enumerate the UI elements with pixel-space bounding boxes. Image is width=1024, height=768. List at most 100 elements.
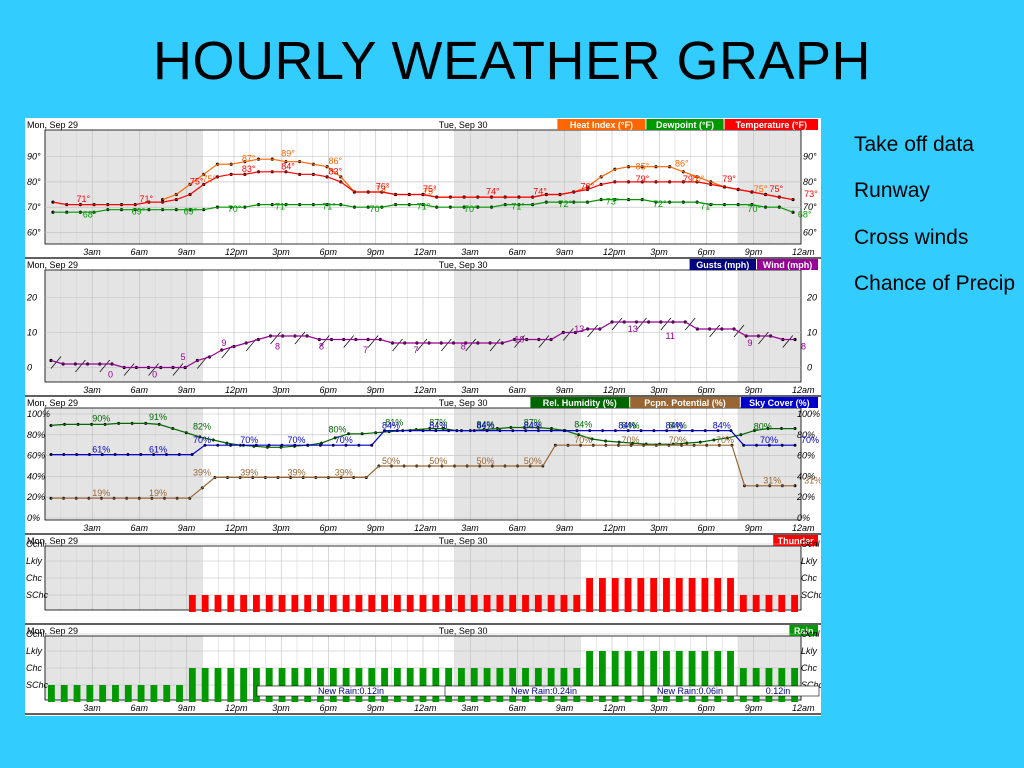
- y-tick-label-right: 20%: [796, 492, 815, 502]
- y-tick-label-right: 70°: [803, 202, 817, 212]
- rain-bar: [368, 668, 376, 702]
- thunder-bar: [278, 595, 286, 612]
- y-tick-label-right: 100%: [797, 409, 820, 419]
- rain-bar: [470, 668, 478, 702]
- rain-total-label: 0.12in: [766, 686, 791, 696]
- pcpn-potential-label: 19%: [149, 488, 167, 498]
- x-tick-label: 6pm: [698, 523, 716, 533]
- sky-cover-label: 70%: [801, 435, 819, 445]
- y-tick-label-left: 10: [27, 328, 37, 338]
- dewpoint-label: 73°: [606, 197, 620, 207]
- thunder-bar: [265, 595, 273, 612]
- date-label-mon: Mon, Sep 29: [27, 398, 78, 408]
- temperature-label: 76°: [376, 181, 390, 191]
- wind-barb: [172, 363, 184, 376]
- thunder-bar: [714, 578, 722, 612]
- rain-bar: [176, 685, 183, 702]
- pcpn-potential-label: 39%: [335, 467, 353, 477]
- sky-cover-label: 70%: [288, 435, 306, 445]
- rain-bar: [317, 668, 324, 702]
- rain-bar: [342, 668, 350, 702]
- wind-barb: [75, 359, 86, 373]
- rain-bar: [496, 668, 504, 702]
- wind-label: 9: [221, 338, 226, 348]
- rel-humidity-label: 90%: [92, 413, 110, 423]
- panel-frame: [44, 129, 802, 245]
- sky-cover-label: 84%: [713, 421, 731, 431]
- wind-label: 8: [801, 342, 806, 352]
- rain-bar: [765, 668, 773, 702]
- y-tick-label-right: 90°: [803, 152, 817, 162]
- dewpoint-label: 71°: [322, 202, 336, 212]
- y-tick-label-left: Ocnl: [26, 629, 46, 639]
- rain-total-box: [256, 685, 820, 697]
- y-tick-label-right: Lkly: [801, 646, 818, 656]
- rel-humidity-line: [50, 422, 795, 448]
- thunder-bar: [752, 595, 760, 612]
- dewpoint-label: 69°: [184, 207, 198, 217]
- thunder-bar: [240, 595, 248, 612]
- y-tick-label-left: Lkly: [26, 646, 43, 656]
- x-tick-label: 6pm: [698, 703, 716, 713]
- x-tick-label: 9am: [178, 523, 196, 533]
- wind-barb: [294, 331, 306, 345]
- thunder-bar: [470, 595, 478, 612]
- rain-bar: [752, 668, 760, 702]
- note-takeoff: Take off data: [854, 133, 974, 156]
- thunder-bar: [317, 595, 324, 612]
- x-tick-label: 6pm: [320, 523, 338, 533]
- wind-label: 0: [108, 370, 113, 380]
- temperature-label: 79°: [683, 174, 697, 184]
- rain-bar: [329, 668, 337, 702]
- rain-bar: [739, 668, 747, 702]
- wind-label: 7: [414, 345, 419, 355]
- rel-humidity-label: 84%: [621, 421, 639, 431]
- thunder-bar: [227, 595, 235, 612]
- x-tick-label: 6pm: [698, 385, 716, 395]
- x-tick-label: 3am: [83, 247, 101, 257]
- note-crosswinds: Cross winds: [854, 225, 969, 249]
- y-tick-label-right: 0: [807, 363, 812, 373]
- wind-barb: [416, 338, 428, 352]
- temperature-label: 71°: [77, 194, 91, 204]
- y-tick-label-right: SChc: [801, 680, 821, 690]
- wind-barb: [123, 363, 135, 376]
- x-tick-label: 12pm: [225, 703, 248, 713]
- y-tick-label-right: Ocnl: [801, 629, 821, 639]
- wind-barb: [611, 317, 623, 331]
- pcpn-potential-label: 31%: [804, 476, 821, 486]
- temperature-label: 76°: [581, 181, 595, 191]
- thunder-bar: [739, 595, 747, 612]
- thunder-bar: [381, 595, 388, 612]
- thunder-bar: [765, 595, 773, 612]
- x-tick-label: 12am: [792, 703, 815, 713]
- rain-bar: [560, 668, 568, 702]
- temperature-label: 75°: [423, 184, 437, 194]
- rain-bar: [701, 651, 709, 702]
- y-tick-label-left: Chc: [26, 573, 43, 583]
- x-tick-label: 9pm: [745, 247, 763, 257]
- x-tick-label: 9pm: [367, 247, 385, 257]
- temperature-label: 74°: [486, 187, 500, 197]
- x-tick-label: 9am: [556, 247, 574, 257]
- temperature-label: 84°: [281, 161, 295, 171]
- dewpoint-label: 72°: [558, 199, 572, 209]
- temperature-label: 83°: [329, 166, 343, 176]
- rain-bar: [445, 668, 453, 702]
- y-tick-label-left: 60°: [27, 227, 41, 237]
- x-tick-label: 12pm: [603, 247, 626, 257]
- rain-bar: [650, 651, 658, 702]
- thunder-bar: [663, 578, 670, 612]
- x-tick-label: 6am: [509, 385, 527, 395]
- rain-bar: [419, 668, 427, 702]
- sky-cover-label: 70%: [335, 435, 353, 445]
- y-tick-label-left: 20%: [26, 492, 45, 502]
- legend-label: Dewpoint (°F): [656, 120, 714, 130]
- x-tick-label: 9pm: [745, 523, 763, 533]
- sky-cover-label: 61%: [92, 444, 110, 454]
- wind-label: 8: [275, 342, 280, 352]
- wind-barb: [99, 359, 111, 373]
- rel-humidity-label: 81%: [385, 417, 403, 427]
- dewpoint-label: 70°: [228, 204, 242, 214]
- rain-bar: [60, 685, 68, 702]
